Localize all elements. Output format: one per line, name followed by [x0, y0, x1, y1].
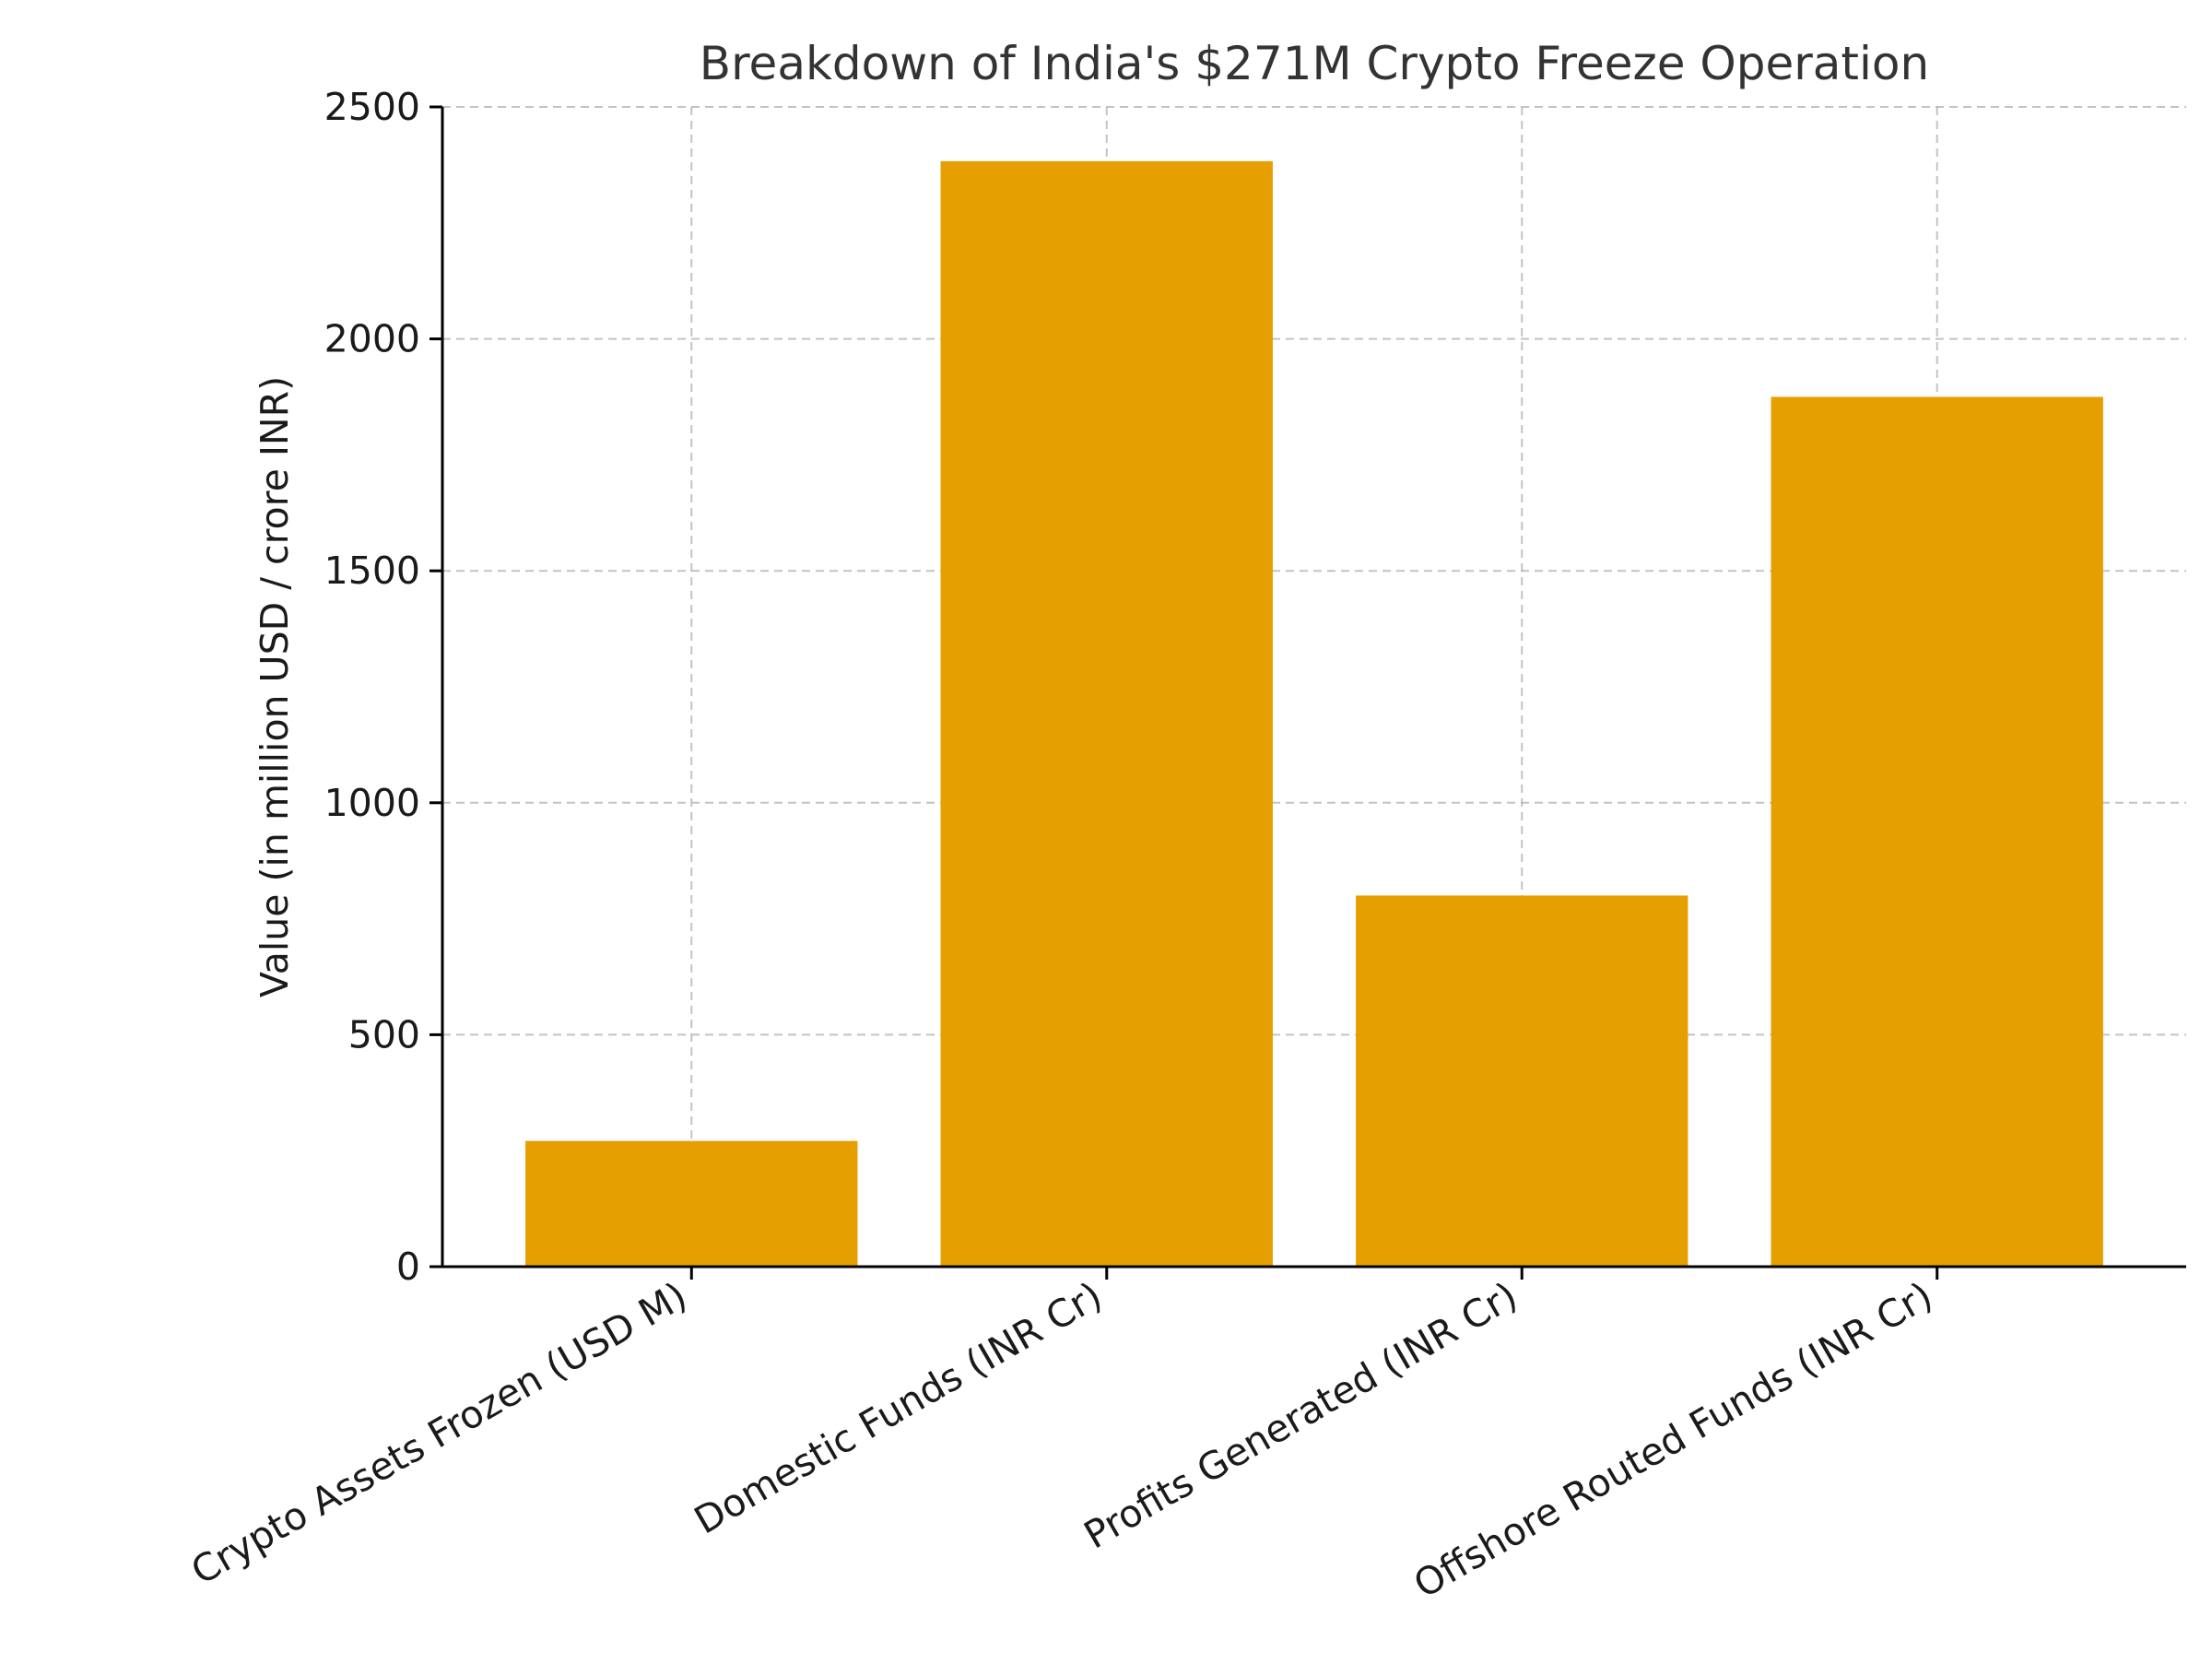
- bar: [1771, 396, 2103, 1267]
- y-axis-label: Value (in million USD / crore INR): [253, 376, 297, 997]
- y-tick-label: 2500: [324, 85, 420, 129]
- x-tick-label: Domestic Funds (INR Cr): [687, 1273, 1110, 1542]
- bar: [525, 1140, 858, 1267]
- x-tick-label: Profits Generated (INR Cr): [1077, 1273, 1524, 1557]
- y-tick-label: 1500: [324, 549, 420, 593]
- axis-layer: [441, 107, 2186, 1269]
- bar: [1356, 895, 1688, 1267]
- bar: [940, 160, 1273, 1268]
- bar-layer: [525, 160, 2103, 1268]
- y-tick-label: 0: [396, 1245, 420, 1289]
- x-tick-label: Crypto Assets Frozen (USD M): [183, 1273, 694, 1593]
- y-tick-label: 500: [348, 1012, 420, 1056]
- y-tick-label: 2000: [324, 317, 420, 361]
- y-tick-label: 1000: [324, 781, 420, 825]
- chart-title: Breakdown of India's $271M Crypto Freeze…: [700, 37, 1929, 90]
